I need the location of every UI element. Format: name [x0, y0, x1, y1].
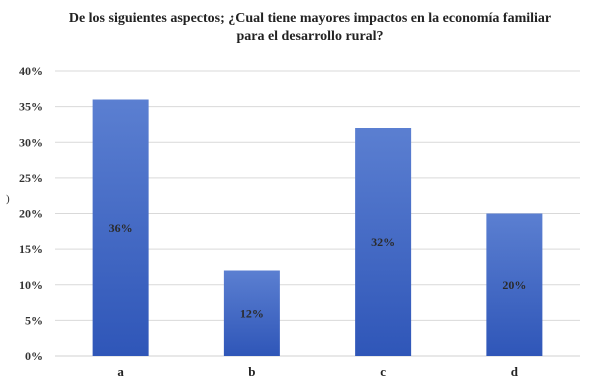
- y-tick-label: 25%: [19, 171, 43, 185]
- y-tick-label: 15%: [19, 242, 43, 256]
- data-label-c: 32%: [371, 235, 395, 249]
- x-tick-label-c: c: [380, 364, 386, 379]
- x-tick-label-d: d: [511, 364, 519, 379]
- data-label-d: 20%: [502, 278, 526, 292]
- y-tick-label: 30%: [19, 135, 43, 149]
- chart-title: De los siguientes aspectos; ¿Cual tiene …: [68, 11, 552, 44]
- x-tick-label-b: b: [248, 364, 255, 379]
- bar-c: [355, 128, 412, 356]
- y-axis-label: ): [6, 193, 10, 205]
- bar-d: [486, 213, 543, 356]
- x-axis-labels: a b c d: [117, 364, 518, 379]
- bars: 36% 12% 32% 20%: [92, 99, 543, 356]
- y-tick-label: 0%: [25, 349, 43, 363]
- y-tick-label: 20%: [19, 207, 43, 221]
- bar-b: [223, 270, 280, 356]
- y-tick-label: 10%: [19, 278, 43, 292]
- y-tick-label: 5%: [25, 313, 43, 327]
- y-axis-ticks: 0% 5% 10% 15% 20% 25% 30% 35% 40%: [19, 64, 43, 363]
- x-tick-label-a: a: [117, 364, 124, 379]
- data-label-b: 12%: [240, 306, 264, 320]
- y-tick-label: 40%: [19, 64, 43, 78]
- data-label-a: 36%: [109, 221, 133, 235]
- y-tick-label: 35%: [19, 100, 43, 114]
- bar-a: [92, 99, 149, 356]
